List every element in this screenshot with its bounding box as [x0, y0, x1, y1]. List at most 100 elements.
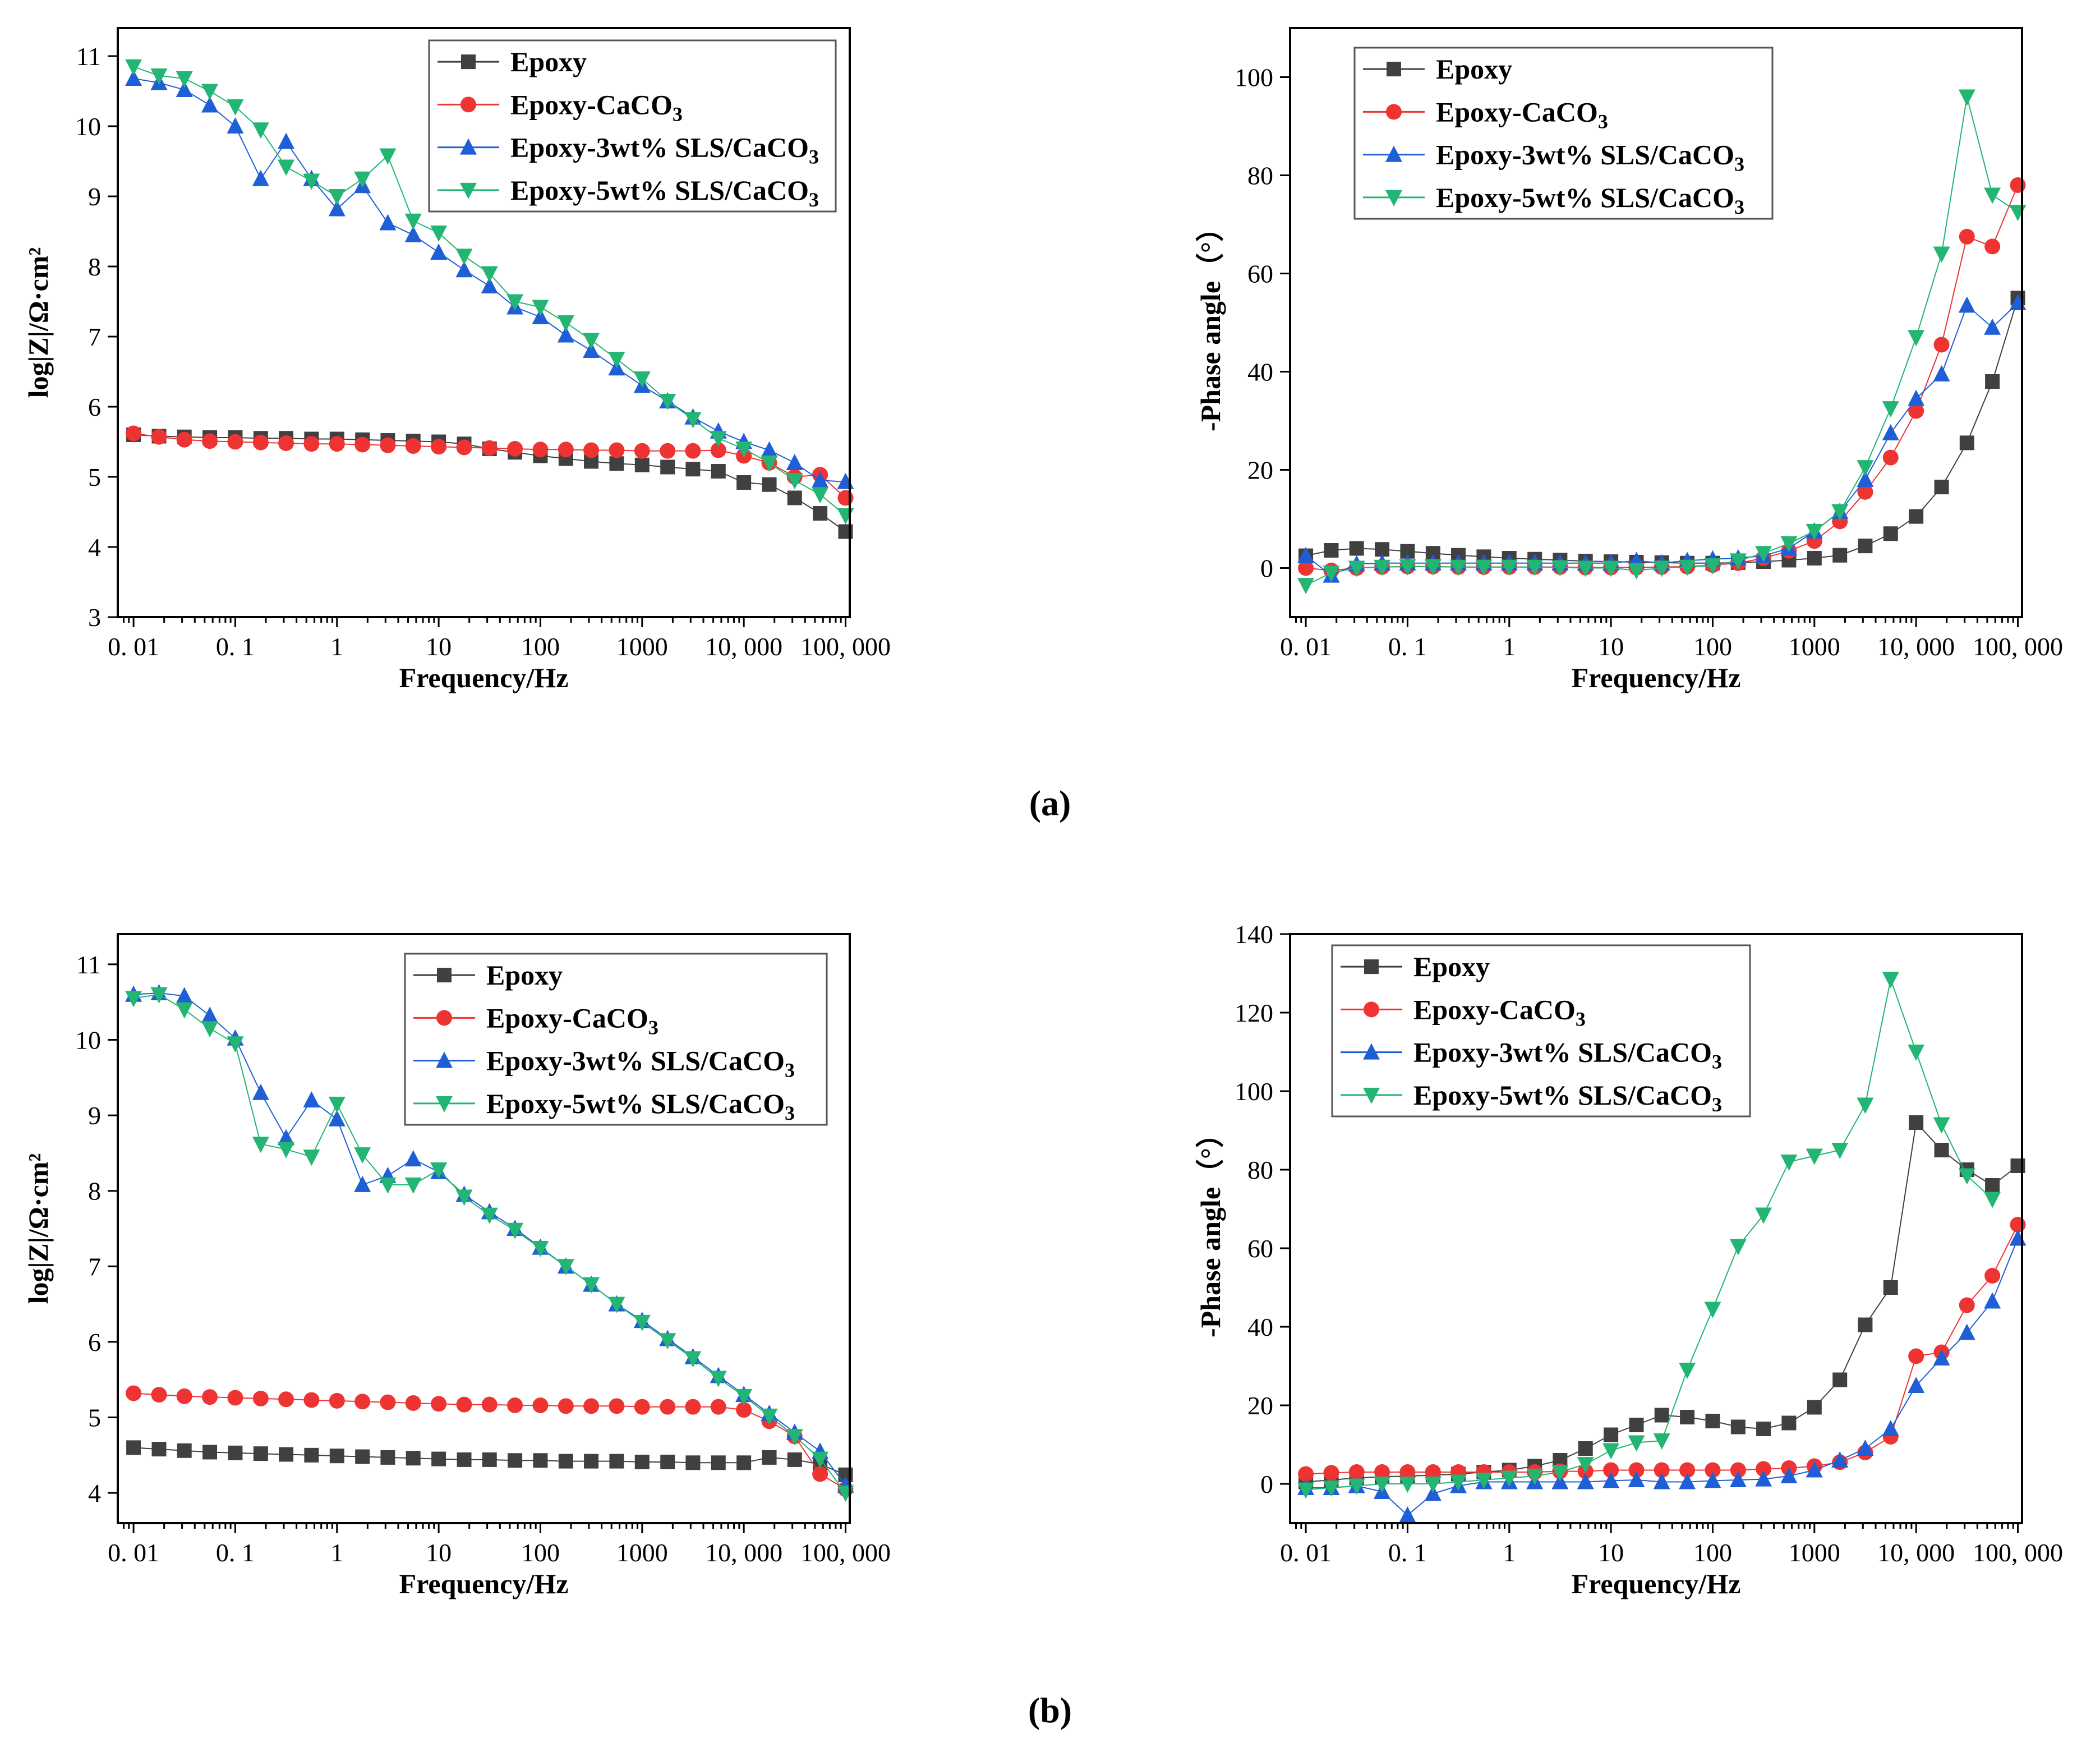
y-tick-label: 0: [1260, 1470, 1273, 1498]
legend: Epoxy Epoxy-CaCO3 Epoxy-3wt% SLS/CaCO3 Epox…: [1353, 47, 1774, 220]
data-point: [328, 200, 346, 217]
data-point: [202, 433, 218, 449]
data-point: [404, 226, 422, 242]
data-point: [1500, 1470, 1518, 1487]
data-point: [1934, 1143, 1949, 1157]
panel-label-b: (b): [1028, 1690, 1072, 1730]
data-point: [1297, 578, 1315, 595]
data-point: [1858, 1317, 1873, 1332]
data-point: [252, 1083, 269, 1100]
data-point: [608, 1296, 625, 1313]
data-point: [1374, 559, 1391, 576]
data-point: [685, 462, 701, 477]
data-point: [557, 1259, 574, 1276]
series-3: [1297, 89, 2027, 595]
legend-frame: [404, 953, 828, 1126]
data-point: [1628, 563, 1645, 580]
data-point: [278, 159, 295, 176]
data-point: [1909, 509, 1924, 524]
x-tick-label: 0. 1: [1388, 1538, 1427, 1567]
data-point: [1755, 1470, 1772, 1487]
data-point: [1832, 1372, 1848, 1387]
data-point: [533, 1453, 548, 1468]
data-point: [1324, 543, 1339, 558]
data-point: [227, 434, 243, 450]
data-point: [1780, 1155, 1798, 1171]
data-point: [1908, 1045, 1925, 1061]
data-point: [762, 1450, 777, 1465]
data-point: [252, 1137, 269, 1153]
data-point: [406, 1451, 421, 1466]
x-tick-label: 100: [1693, 1538, 1732, 1567]
legend-frame: [1353, 47, 1774, 220]
x-tick-label: 10, 000: [705, 632, 782, 661]
legend-item: Epoxy-5wt% SLS/CaCO3: [413, 1088, 795, 1124]
data-point: [379, 1177, 397, 1194]
data-point: [558, 1454, 573, 1469]
data-point: [303, 1150, 320, 1166]
data-point: [659, 394, 676, 410]
legend-label: Epoxy-CaCO3: [510, 89, 683, 125]
data-point: [1679, 1363, 1696, 1379]
data-point: [837, 490, 854, 506]
legend-item: Epoxy-3wt% SLS/CaCO3: [413, 1045, 795, 1082]
data-point: [1526, 1469, 1544, 1485]
data-point: [1424, 559, 1442, 576]
data-point: [1756, 1422, 1771, 1436]
data-point: [1628, 1471, 1645, 1487]
data-point: [583, 442, 600, 458]
data-point: [1882, 1420, 1899, 1436]
data-point: [455, 249, 473, 265]
x-tick-label: 10: [426, 632, 452, 661]
data-point: [532, 442, 549, 458]
data-point: [1806, 523, 1823, 540]
data-point: [1297, 1482, 1315, 1499]
data-point: [1755, 1207, 1772, 1224]
data-point: [761, 441, 778, 458]
series-2: [1297, 1229, 2027, 1523]
legend-item: Epoxy: [1341, 951, 1490, 982]
impedance-modulus-chart-a: 0. 01 0. 1 1 10 100 1000 10, 000 100, 000 3 4 5 6 7 8…: [22, 27, 891, 693]
data-point: [1780, 1467, 1798, 1483]
legend-label: Epoxy-CaCO3: [1413, 994, 1586, 1030]
y-tick-label: 100: [1235, 63, 1273, 92]
data-point: [328, 189, 346, 205]
data-point: [303, 436, 320, 452]
legend-item: Epoxy-3wt% SLS/CaCO3: [1363, 139, 1744, 176]
data-point: [1654, 1462, 1670, 1478]
data-point: [355, 1449, 370, 1464]
data-point: [1578, 1441, 1593, 1456]
phase-angle-chart-b: 0. 01 0. 1 1 10 100 1000 10, 000 100, 000 0 20 40 6…: [1195, 920, 2063, 1599]
data-point: [1577, 1457, 1594, 1473]
data-point: [1654, 1408, 1669, 1423]
legend-marker: [1386, 104, 1402, 120]
data-point: [506, 294, 524, 311]
x-axis-title: Frequency/Hz: [399, 662, 569, 693]
data-point: [1959, 435, 1974, 450]
legend-marker: [1364, 959, 1379, 974]
data-point: [583, 1277, 600, 1294]
data-point: [303, 1392, 320, 1408]
data-point: [507, 1397, 523, 1413]
data-point: [1908, 1377, 1925, 1393]
data-point: [379, 148, 397, 165]
legend-item: Epoxy-CaCO3: [413, 1002, 658, 1038]
data-point: [634, 1399, 650, 1415]
plot-frame: [117, 27, 851, 618]
data-point: [837, 508, 854, 525]
data-point: [278, 132, 295, 149]
series-line: [1306, 977, 1993, 1491]
data-point: [176, 1002, 193, 1019]
plot-frame: [1289, 933, 2023, 1524]
y-tick-label: 8: [88, 252, 101, 281]
data-point: [176, 431, 192, 448]
data-point: [253, 1446, 268, 1461]
data-point: [227, 1390, 243, 1406]
x-tick-label: 10, 000: [1877, 1538, 1955, 1567]
data-point: [278, 1129, 295, 1146]
data-point: [532, 1397, 549, 1413]
data-point: [1604, 1427, 1619, 1442]
data-point: [176, 81, 193, 97]
data-point: [1909, 1115, 1924, 1130]
data-point: [1958, 296, 1975, 313]
